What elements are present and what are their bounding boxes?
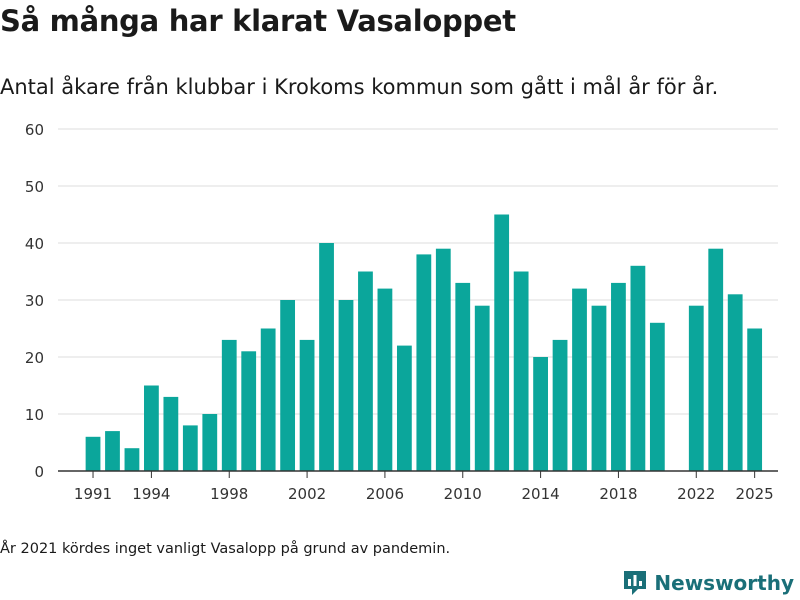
x-tick-label: 2022 [677,485,715,503]
y-tick-label: 60 [25,121,44,139]
x-tick-label: 2014 [522,485,560,503]
x-tick-label: 2025 [736,485,774,503]
chart-subtitle: Antal åkare från klubbar i Krokoms kommu… [0,75,719,99]
bar-2004 [338,300,354,471]
bar-2000 [260,328,276,471]
bar-2020 [649,322,665,471]
x-tick-label: 2002 [288,485,326,503]
bar-2010 [455,282,471,471]
chart-title: Så många har klarat Vasaloppet [0,4,516,38]
bar-2012 [494,214,510,471]
bar-1993 [124,448,140,471]
bar-2009 [435,248,451,471]
bar-2008 [416,254,432,471]
bar-1999 [241,351,257,471]
bar-2013 [513,271,529,471]
bar-2003 [319,243,334,471]
bars [85,214,763,471]
bar-2015 [552,339,568,471]
y-tick-label: 40 [25,235,44,253]
bar-2001 [280,300,296,471]
bar-2018 [611,282,626,471]
bar-1992 [105,431,120,471]
y-tick-label: 30 [25,292,44,310]
newsworthy-logo-icon [624,571,647,595]
x-tick-label: 1998 [210,485,248,503]
bar-2023 [708,248,724,471]
bar-1995 [163,396,179,471]
bar-1997 [202,414,218,471]
footnote: År 2021 kördes inget vanligt Vasalopp på… [0,541,451,557]
x-tick-label: 1991 [74,485,112,503]
x-tick-label: 2010 [444,485,482,503]
bar-2025 [747,328,763,471]
bar-2007 [396,345,412,471]
brand-name: Newsworthy [654,571,794,595]
x-tick-label: 2006 [366,485,404,503]
x-tick-label: 1994 [132,485,170,503]
bar-2014 [533,357,548,471]
bar-2017 [591,305,607,471]
bar-2016 [572,288,587,471]
x-tick-label: 2018 [599,485,637,503]
bar-1998 [221,339,237,471]
x-axis-ticks: 1991 1994 1998 2002 2006 2010 2014 2018 2022 2025 [74,471,774,503]
bar-2011 [474,305,490,471]
bar-chart: 0 10 20 30 40 50 60 1991 1994 1998 2002 2006 2010 20… [25,121,778,503]
y-tick-label: 0 [34,463,44,481]
bar-2019 [630,265,646,471]
bar-1996 [182,425,198,471]
y-tick-label: 10 [25,406,44,424]
bar-2024 [727,294,743,471]
bar-2005 [358,271,373,471]
bar-1994 [144,385,159,471]
y-tick-label: 20 [25,349,44,367]
brand: Newsworthy [622,569,794,597]
bar-2002 [299,339,315,471]
y-tick-label: 50 [25,178,44,196]
bar-1991 [85,436,101,471]
bar-2006 [377,288,393,471]
y-axis-ticks: 0 10 20 30 40 50 60 [25,121,44,481]
bar-2022 [688,305,704,471]
